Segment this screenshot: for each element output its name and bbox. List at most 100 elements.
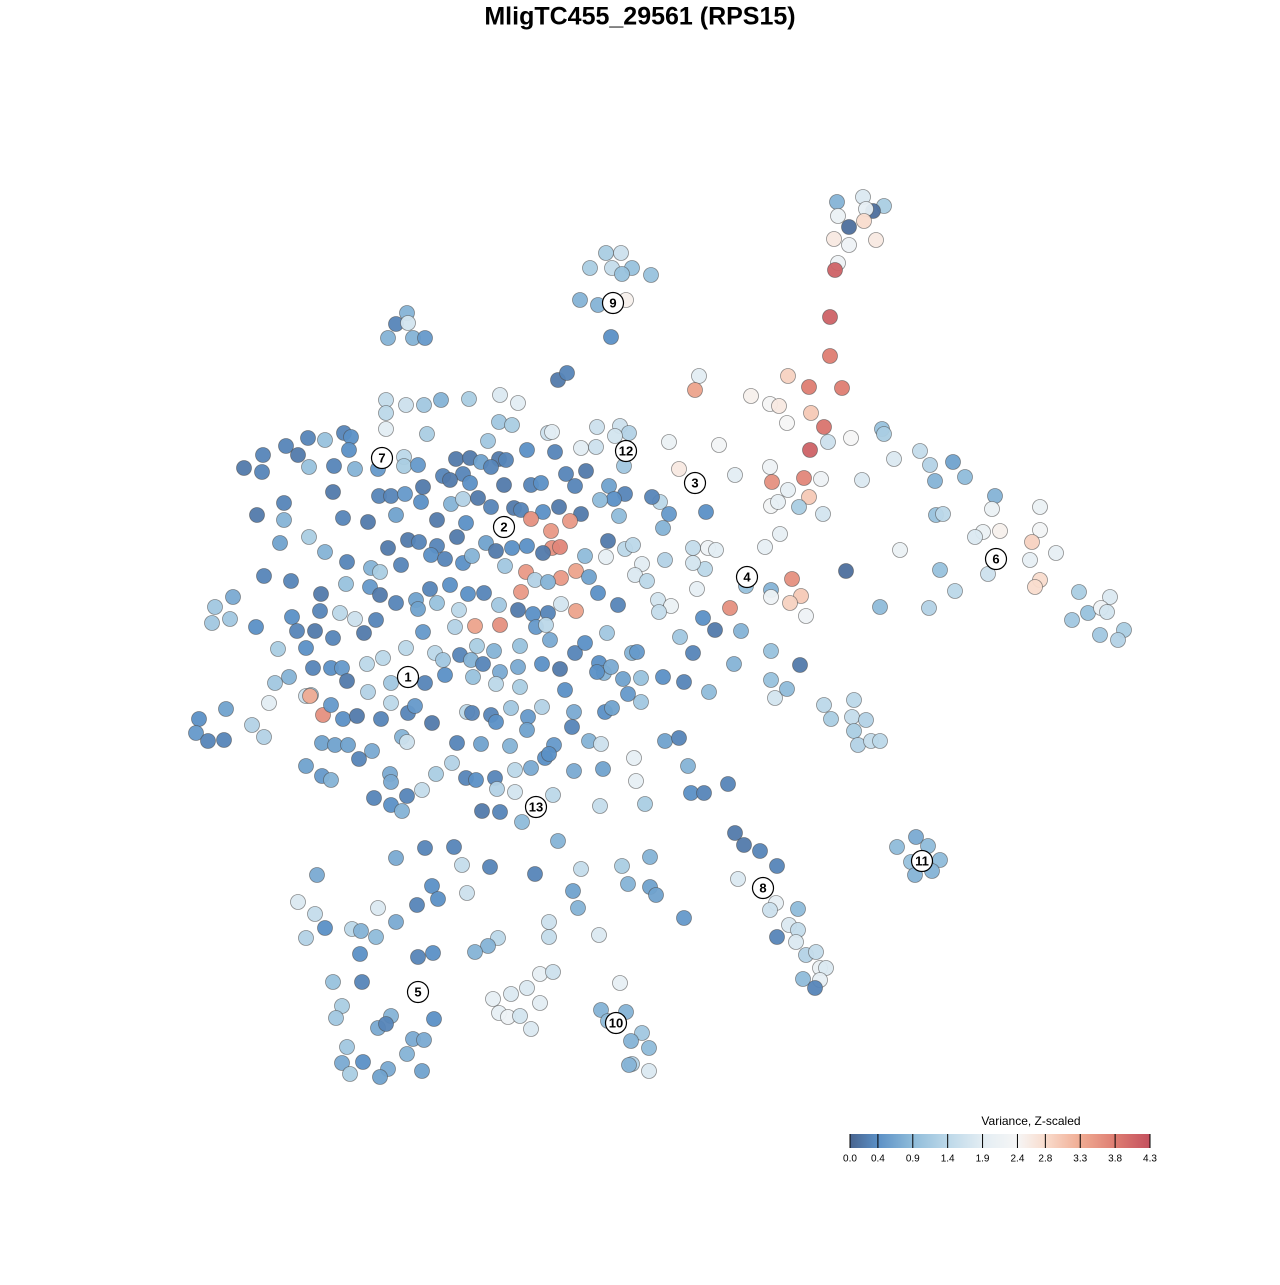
point [792,657,808,673]
point [655,520,671,536]
point [492,387,508,403]
cluster-label: 6 [992,551,999,566]
point [603,659,619,675]
colorbar-tick-label: 4.3 [1143,1154,1157,1165]
point [564,719,580,735]
point [743,388,759,404]
point [545,787,561,803]
point [772,526,788,542]
point [398,640,414,656]
point [388,595,404,611]
point [469,638,485,654]
point [492,617,508,633]
point [290,447,306,463]
point [534,656,550,672]
point [691,368,707,384]
point [455,491,471,507]
point [595,761,611,777]
point [1027,579,1043,595]
point [676,910,692,926]
point [872,599,888,615]
point [523,760,539,776]
point [844,709,860,725]
point [558,466,574,482]
point [256,729,272,745]
point [332,605,348,621]
point [565,883,581,899]
point [816,419,832,435]
point [261,695,277,711]
point [428,766,444,782]
point [621,1057,637,1073]
point [1048,545,1064,561]
point [449,529,465,545]
point [325,484,341,500]
point [290,894,306,910]
point [349,708,365,724]
point [701,684,717,700]
point [372,564,388,580]
point [340,737,356,753]
cluster-label-badge [601,291,625,315]
point [829,194,845,210]
colorbar-title: Variance, Z-scaled [981,1114,1080,1128]
point [339,554,355,570]
cluster-label-badge [604,1011,628,1035]
point [932,562,948,578]
point [407,698,423,714]
point [628,773,644,789]
point [551,499,567,515]
point [467,944,483,960]
cluster-label: 3 [691,475,698,490]
point [317,920,333,936]
colorbar-tick-label: 0.4 [871,1154,885,1165]
point [532,995,548,1011]
point [815,506,831,522]
point [380,330,396,346]
point [808,944,824,960]
point [309,867,325,883]
point [419,426,435,442]
point [411,534,427,550]
point [763,643,779,659]
point [614,858,630,874]
point [276,512,292,528]
point [532,966,548,982]
point [468,772,484,788]
point [542,632,558,648]
point [858,712,874,728]
point [567,478,583,494]
point [383,488,399,504]
point [525,606,541,622]
point [945,454,961,470]
point [497,558,513,574]
point [410,457,426,473]
point [1092,627,1108,643]
point [822,348,838,364]
point [846,723,862,739]
point [826,231,842,247]
cluster-label-badge [751,876,775,900]
point [323,697,339,713]
point [462,475,478,491]
point [272,535,288,551]
cluster-label: 8 [759,880,766,895]
point [634,1025,650,1041]
point [830,208,846,224]
point [892,542,908,558]
point [545,964,561,980]
point [491,414,507,430]
point [393,557,409,573]
point [854,472,870,488]
point [606,491,622,507]
point [1022,552,1038,568]
point [225,589,241,605]
point [782,595,798,611]
point [485,991,501,1007]
point [270,641,286,657]
point [191,711,207,727]
point [1099,604,1115,620]
point [498,452,514,468]
colorbar: Variance, Z-scaled 0.0 0.4 0.9 1.4 1.9 2.4 2.8… [843,1114,1157,1164]
point [465,669,481,685]
